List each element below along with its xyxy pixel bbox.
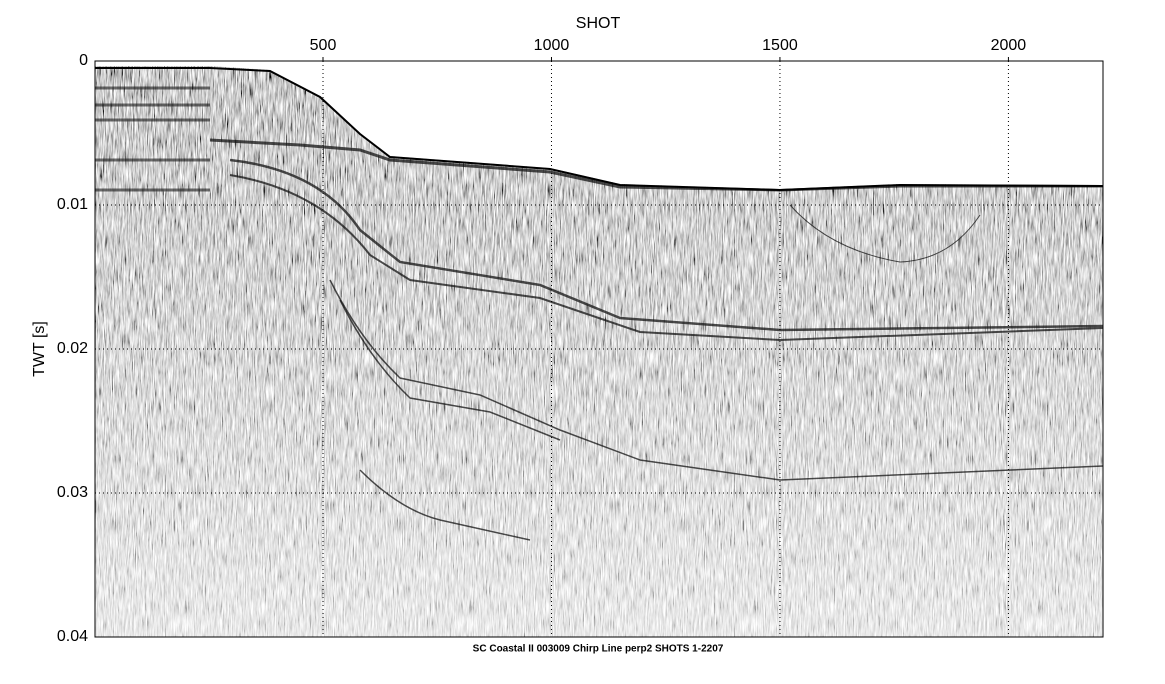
x-tick-label: 1500 xyxy=(762,37,798,54)
x-axis-title: SHOT xyxy=(576,15,621,32)
y-tick-label: 0.03 xyxy=(57,484,88,501)
x-tick-label: 1000 xyxy=(534,37,570,54)
x-tick-label: 500 xyxy=(310,37,337,54)
y-tick-label: 0.01 xyxy=(57,196,88,213)
y-tick-label: 0.02 xyxy=(57,340,88,357)
y-tick-label: 0.04 xyxy=(57,628,88,645)
y-axis-title: TWT [s] xyxy=(31,321,48,377)
x-tick-label: 2000 xyxy=(991,37,1027,54)
caption: SC Coastal II 003009 Chirp Line perp2 SH… xyxy=(473,644,724,655)
y-tick-label: 0 xyxy=(79,52,88,69)
